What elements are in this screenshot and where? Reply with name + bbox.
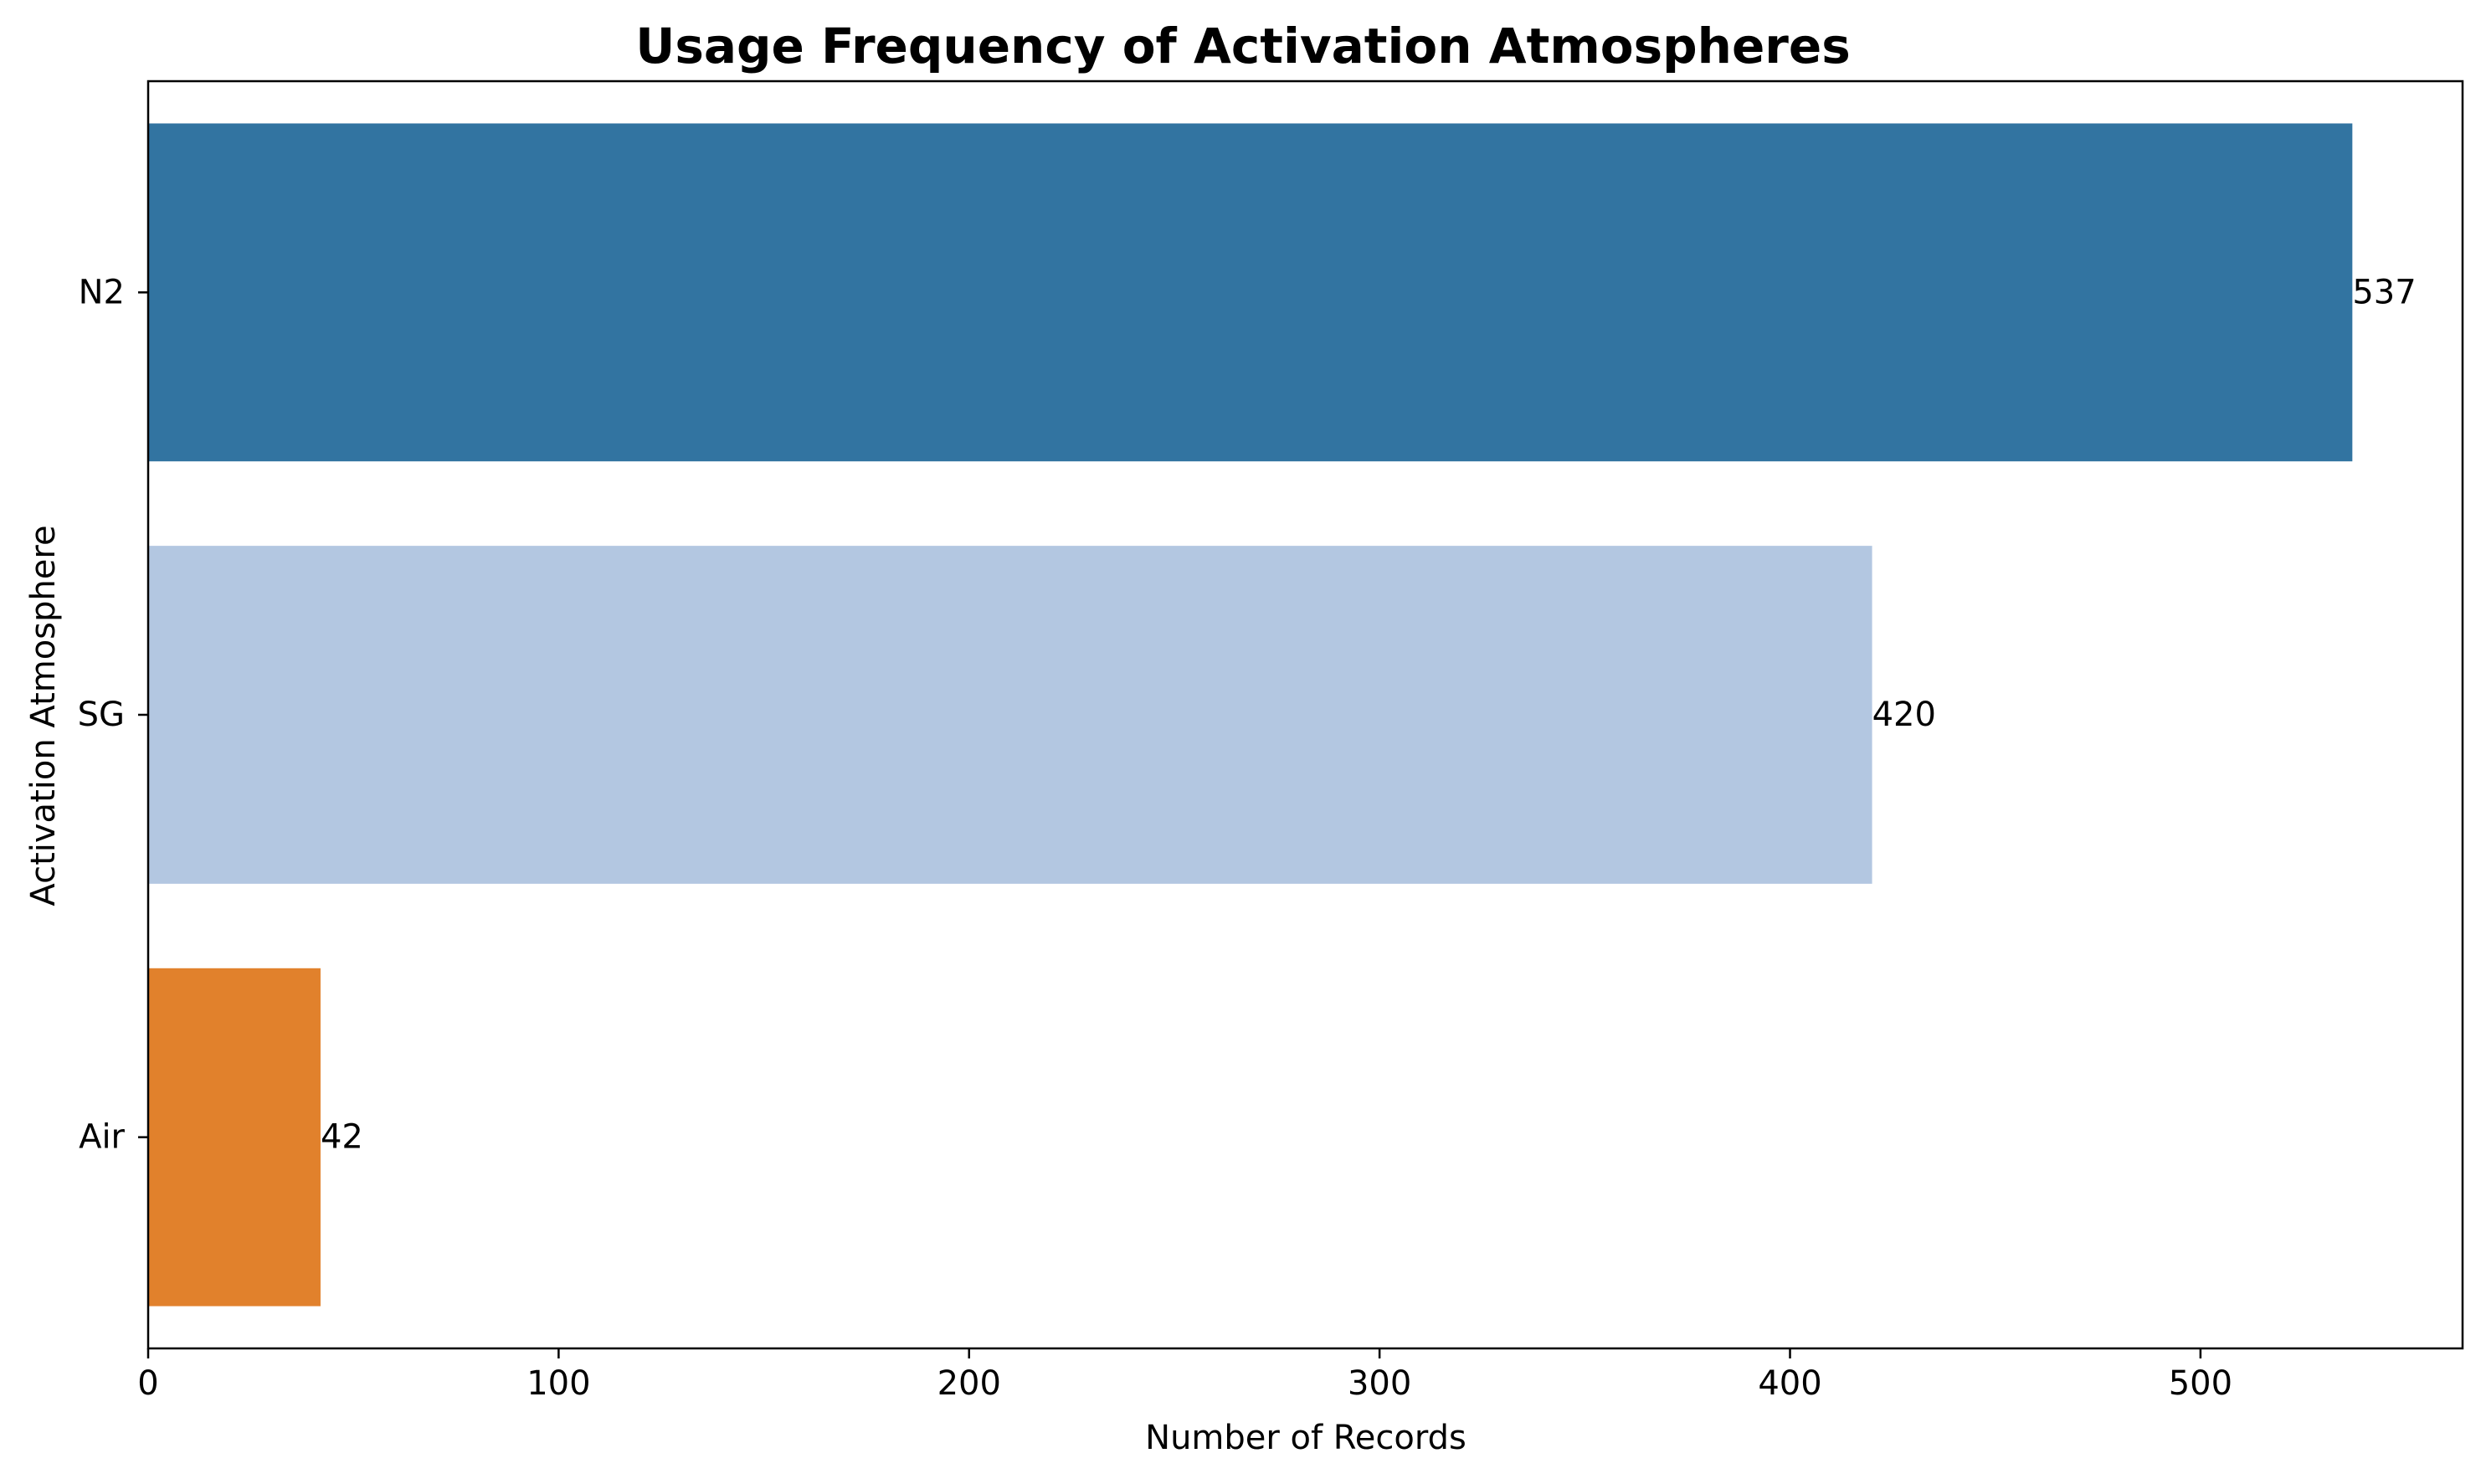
data-label-n2: 537 [2352,273,2416,311]
x-tick-label: 300 [1348,1364,1411,1403]
x-axis-ticks: 0 100 200 300 400 500 [137,1348,2232,1403]
x-tick-label: 400 [1758,1364,1821,1403]
y-axis-label: Activation Atmosphere [24,525,63,906]
x-axis-label: Number of Records [1145,1419,1466,1457]
x-tick-label: 0 [137,1364,158,1403]
x-tick-label: 100 [526,1364,590,1403]
y-tick-label: SG [78,696,125,734]
data-label-sg: 420 [1872,696,1936,734]
bar-sg [148,546,1872,884]
bar-n2 [148,123,2353,462]
y-tick-label: Air [79,1118,125,1157]
data-label-air: 42 [321,1118,363,1157]
chart-title: Usage Frequency of Activation Atmosphere… [635,18,1851,74]
bar-air [148,968,321,1307]
x-tick-label: 500 [2169,1364,2232,1403]
x-tick-label: 200 [937,1364,1001,1403]
plot-area-frame [146,80,2464,1350]
y-axis-ticks: N2 SG Air [78,273,148,1157]
bars-group [148,123,2353,1307]
y-tick-label: N2 [79,273,125,311]
data-labels-group: 537 420 42 [321,273,2417,1156]
